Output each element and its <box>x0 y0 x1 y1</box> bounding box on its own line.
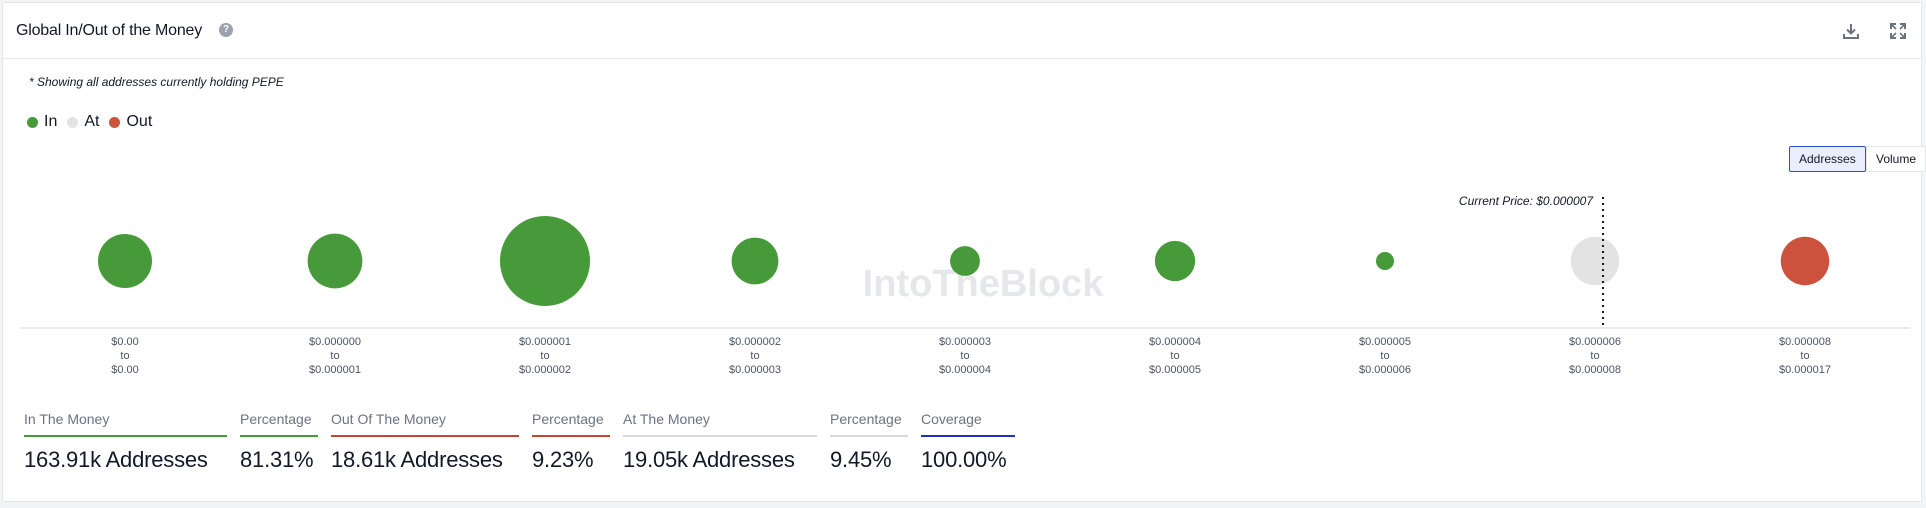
tick-label-joiner: to <box>1800 350 1809 362</box>
stat-underline <box>623 435 817 437</box>
tick-label-from: $0.000001 <box>519 336 571 348</box>
tick-label-to: $0.000003 <box>729 364 781 376</box>
tick-label-to: $0.000017 <box>1779 364 1831 376</box>
tick-label-from: $0.000002 <box>729 336 781 348</box>
bubble-in <box>1376 252 1394 270</box>
card-title: Global In/Out of the Money <box>16 22 203 39</box>
tick-label-to: $0.00 <box>111 364 139 376</box>
stat-value: 18.61k Addresses <box>331 447 503 472</box>
bubble-in <box>307 233 363 289</box>
download-icon[interactable] <box>1841 21 1861 41</box>
stat-underline <box>532 435 610 437</box>
stat-in-percentage: Percentage 81.31% <box>240 411 318 473</box>
tick-label-joiner: to <box>1170 350 1179 362</box>
stat-underline <box>331 435 519 437</box>
tick-label-to: $0.000002 <box>519 364 571 376</box>
stat-label: Coverage <box>921 411 982 427</box>
tick-label-joiner: to <box>1380 350 1389 362</box>
tick-label-from: $0.000003 <box>939 336 991 348</box>
stat-coverage: Coverage 100.00% <box>921 411 1015 473</box>
stat-in-the-money: In The Money 163.91k Addresses <box>24 411 227 473</box>
help-icon[interactable]: ? <box>219 23 233 37</box>
legend-dot-in <box>27 116 38 128</box>
stat-at-percentage: Percentage 9.45% <box>830 411 908 473</box>
volume-toggle-button[interactable]: Volume <box>1866 146 1926 172</box>
legend-item-at[interactable]: At <box>67 113 99 131</box>
legend-dot-out <box>109 116 121 128</box>
addresses-toggle-button[interactable]: Addresses <box>1789 146 1866 172</box>
legend: In At Out <box>27 113 162 131</box>
stat-value: 81.31% <box>240 447 314 472</box>
stat-label: Percentage <box>830 411 902 427</box>
stat-out-percentage: Percentage 9.23% <box>532 411 610 473</box>
stat-value: 163.91k Addresses <box>24 447 208 472</box>
legend-label-at: At <box>84 113 100 130</box>
stat-label: In The Money <box>24 411 110 427</box>
stat-label: Percentage <box>532 411 604 427</box>
tick-label-joiner: to <box>960 350 969 362</box>
card-header: Global In/Out of the Money ? <box>3 3 1921 59</box>
bubble-in <box>1154 240 1196 282</box>
bubble-in <box>500 216 590 306</box>
tick-label-to: $0.000008 <box>1569 364 1621 376</box>
legend-label-in: In <box>44 113 58 130</box>
bubble-in <box>731 237 779 285</box>
bubble-out <box>1780 236 1830 286</box>
tick-label-from: $0.000006 <box>1569 336 1621 348</box>
stat-out-of-the-money: Out Of The Money 18.61k Addresses <box>331 411 519 473</box>
stat-label: Percentage <box>240 411 312 427</box>
stat-at-the-money: At The Money 19.05k Addresses <box>623 411 817 473</box>
stats-row: In The Money 163.91k Addresses Percentag… <box>3 411 1921 481</box>
stat-value: 9.23% <box>532 447 594 472</box>
legend-label-out: Out <box>126 113 153 130</box>
tick-label-to: $0.000006 <box>1359 364 1411 376</box>
fullscreen-icon[interactable] <box>1888 21 1908 41</box>
stat-label: Out Of The Money <box>331 411 446 427</box>
tick-label-from: $0.00 <box>111 336 139 348</box>
stat-value: 19.05k Addresses <box>623 447 795 472</box>
bubble-in <box>98 234 152 288</box>
tick-label-joiner: to <box>120 350 129 362</box>
tick-label-joiner: to <box>1590 350 1599 362</box>
iomap-chart: IntoTheBlock $0.00 to $0.00 $0.000000 to $0.00… <box>20 194 1910 376</box>
tick-label-from: $0.000008 <box>1779 336 1831 348</box>
watermark-text: IntoTheBlock <box>863 263 1105 305</box>
holding-note: * Showing all addresses currently holdin… <box>29 75 284 89</box>
bubble-in <box>950 246 980 276</box>
legend-dot-at <box>67 116 79 128</box>
stat-underline <box>240 435 318 437</box>
stat-underline <box>921 435 1015 437</box>
tick-label-from: $0.000005 <box>1359 336 1411 348</box>
tick-label-to: $0.000005 <box>1149 364 1201 376</box>
tick-label-joiner: to <box>330 350 339 362</box>
tick-label-to: $0.000004 <box>939 364 991 376</box>
tick-label-from: $0.000000 <box>309 336 361 348</box>
stat-value: 100.00% <box>921 447 1007 472</box>
legend-item-out[interactable]: Out <box>109 113 152 131</box>
current-price-label: Current Price: $0.000007 <box>1459 194 1594 208</box>
stat-underline <box>24 435 227 437</box>
legend-item-in[interactable]: In <box>27 113 57 131</box>
tick-label-to: $0.000001 <box>309 364 361 376</box>
bubble-at <box>1570 236 1620 286</box>
stat-value: 9.45% <box>830 447 892 472</box>
tick-label-from: $0.000004 <box>1149 336 1201 348</box>
tick-label-joiner: to <box>540 350 549 362</box>
stat-underline <box>830 435 908 437</box>
stat-label: At The Money <box>623 411 710 427</box>
tick-label-joiner: to <box>750 350 759 362</box>
